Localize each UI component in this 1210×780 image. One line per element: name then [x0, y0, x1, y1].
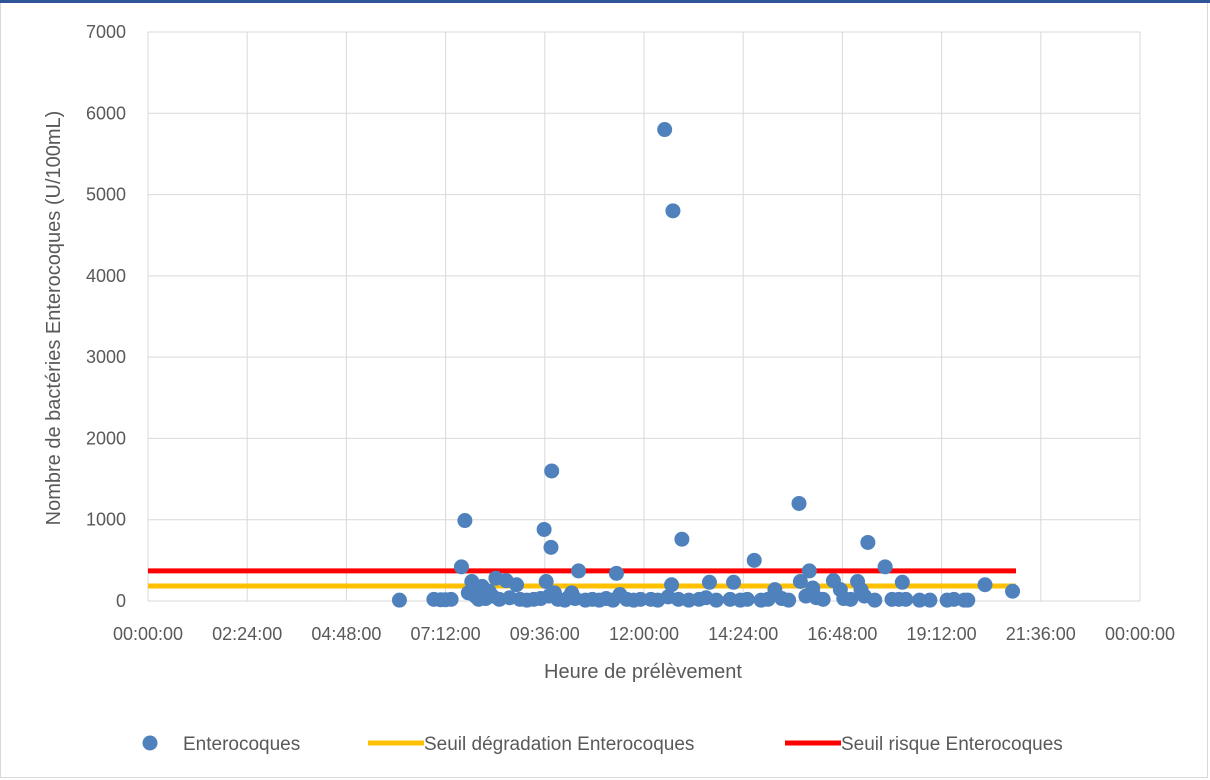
x-tick-label: 16:48:00 — [807, 624, 877, 644]
data-point — [867, 592, 883, 608]
legend-item-2: Seuil risque Enterocoques — [785, 734, 1063, 755]
data-point — [898, 591, 914, 607]
x-tick-label: 07:12:00 — [411, 624, 481, 644]
data-point — [509, 577, 525, 593]
data-point — [792, 573, 808, 589]
y-tick-label: 0 — [116, 591, 126, 611]
x-tick-label: 21:36:00 — [1006, 624, 1076, 644]
data-point — [894, 574, 910, 590]
x-tick-label: 19:12:00 — [907, 624, 977, 644]
y-axis-tick-labels: 0 1000 2000 3000 4000 5000 6000 7000 — [86, 22, 126, 611]
y-tick-label: 7000 — [86, 22, 126, 42]
window-top-border — [0, 0, 1210, 3]
data-point — [543, 539, 559, 555]
data-point — [391, 592, 407, 608]
data-point — [815, 591, 831, 607]
gridlines — [147, 31, 1141, 602]
legend: Enterocoques Seuil dégradation Enterocoqu… — [142, 734, 1063, 755]
data-point — [739, 591, 755, 607]
x-tick-label: 04:48:00 — [311, 624, 381, 644]
y-tick-label: 1000 — [86, 510, 126, 530]
data-point — [781, 592, 797, 608]
data-point — [912, 592, 928, 608]
data-point — [960, 592, 976, 608]
y-tick-label: 5000 — [86, 185, 126, 205]
legend-label: Seuil dégradation Enterocoques — [424, 734, 694, 755]
x-tick-label: 09:36:00 — [510, 624, 580, 644]
x-tick-label: 02:24:00 — [212, 624, 282, 644]
legend-label: Seuil risque Enterocoques — [841, 734, 1063, 755]
data-point — [791, 495, 807, 511]
data-point — [443, 591, 459, 607]
y-tick-label: 4000 — [86, 266, 126, 286]
data-point — [538, 573, 554, 589]
data-point — [977, 577, 993, 593]
data-point — [801, 563, 817, 579]
data-point — [726, 574, 742, 590]
data-point — [701, 574, 717, 590]
data-point — [453, 559, 469, 575]
data-point — [633, 591, 649, 607]
data-point — [708, 592, 724, 608]
x-tick-label: 14:24:00 — [708, 624, 778, 644]
data-point — [544, 463, 560, 479]
legend-item-1: Seuil dégradation Enterocoques — [368, 734, 694, 755]
x-axis-title: Heure de prélèvement — [544, 661, 742, 683]
data-point — [1005, 583, 1021, 599]
data-point — [922, 592, 938, 608]
x-tick-label: 00:00:00 — [113, 624, 183, 644]
y-tick-label: 2000 — [86, 428, 126, 448]
x-tick-label: 00:00:00 — [1105, 624, 1175, 644]
data-point — [674, 531, 690, 547]
data-point — [457, 513, 473, 529]
y-tick-label: 6000 — [86, 103, 126, 123]
legend-marker — [142, 735, 158, 751]
legend-label: Enterocoques — [183, 734, 300, 755]
legend-item-0: Enterocoques — [142, 734, 300, 755]
x-axis-tick-labels: 00:00:00 02:24:00 04:48:00 07:12:00 09:36:00… — [113, 624, 1175, 644]
data-point — [877, 559, 893, 575]
data-point — [746, 552, 762, 568]
data-point — [843, 591, 859, 607]
data-point — [608, 565, 624, 581]
data-points — [391, 122, 1021, 608]
data-point — [860, 534, 876, 550]
data-point — [664, 577, 680, 593]
x-tick-label: 12:00:00 — [609, 624, 679, 644]
y-tick-label: 3000 — [86, 347, 126, 367]
data-point — [665, 203, 681, 219]
data-point — [571, 563, 587, 579]
data-point — [657, 122, 673, 138]
y-axis-title: Nombre de bactéries Enterocoques (U/100m… — [43, 111, 65, 526]
data-point — [536, 521, 552, 537]
